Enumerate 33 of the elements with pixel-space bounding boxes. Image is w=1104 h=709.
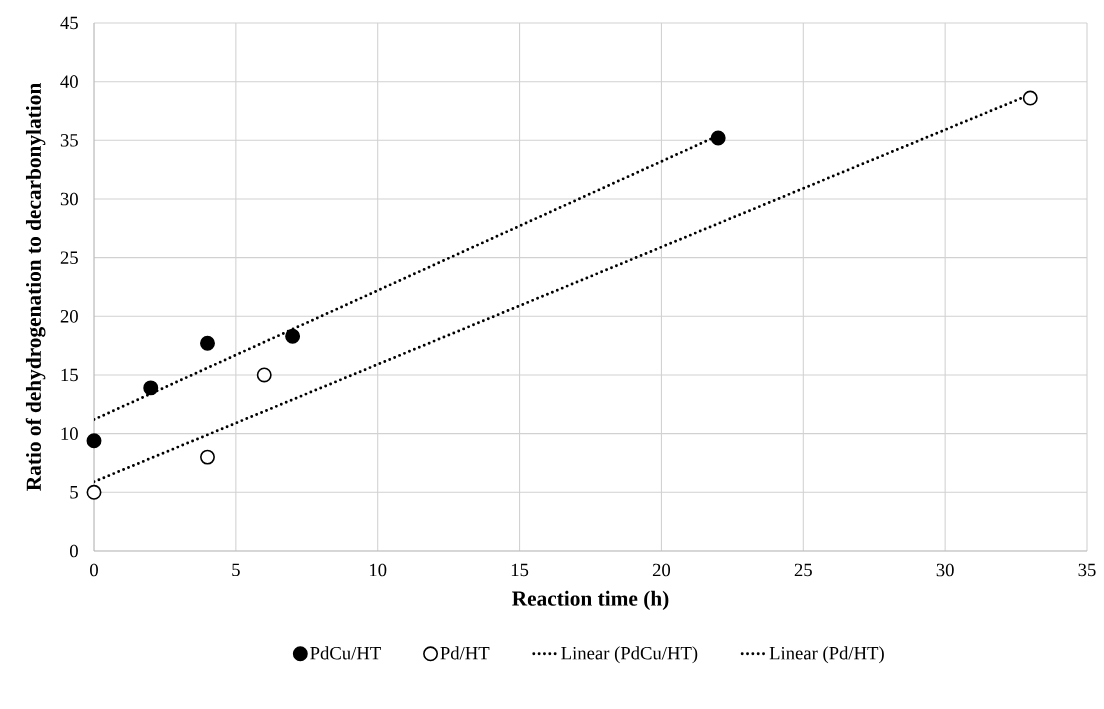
x-tick-label: 5	[232, 563, 240, 577]
y-axis-title: Ratio of dehydrogenation to decarbonylation	[25, 83, 46, 491]
y-tick-label: 5	[70, 486, 78, 499]
x-axis-title: Reaction time (h)	[512, 590, 669, 611]
y-tick-label: 15	[61, 368, 78, 382]
point	[710, 130, 726, 146]
y-tick-label: 20	[60, 310, 78, 323]
legend-label: Linear (Pd/HT)	[769, 646, 884, 664]
y-tick-label: 30	[60, 192, 78, 206]
legend-label: PdCu/HT	[310, 646, 381, 660]
point	[200, 449, 215, 465]
y-tick-label: 0	[70, 544, 78, 558]
point	[143, 380, 159, 396]
point	[86, 484, 102, 500]
point	[200, 335, 215, 351]
point	[86, 433, 102, 449]
y-tick-label: 25	[60, 251, 78, 264]
x-tick-label: 25	[794, 563, 812, 577]
point	[285, 328, 301, 344]
legend-label: Pd/HT	[440, 646, 490, 660]
y-tick-label: 35	[60, 134, 78, 147]
x-tick-label: 0	[90, 563, 98, 577]
point	[1022, 90, 1038, 106]
y-tick-label: 45	[60, 16, 78, 30]
x-tick-label: 35	[1078, 563, 1096, 577]
x-tick-label: 15	[511, 563, 529, 577]
x-tick-label: 20	[652, 563, 671, 577]
y-tick-label: 10	[61, 427, 78, 440]
point	[256, 367, 272, 383]
y-tick-label: 40	[60, 75, 78, 88]
x-tick-label: 10	[370, 563, 387, 577]
legend-label: Linear (PdCu/HT)	[561, 646, 698, 664]
x-tick-label: 30	[936, 563, 954, 577]
